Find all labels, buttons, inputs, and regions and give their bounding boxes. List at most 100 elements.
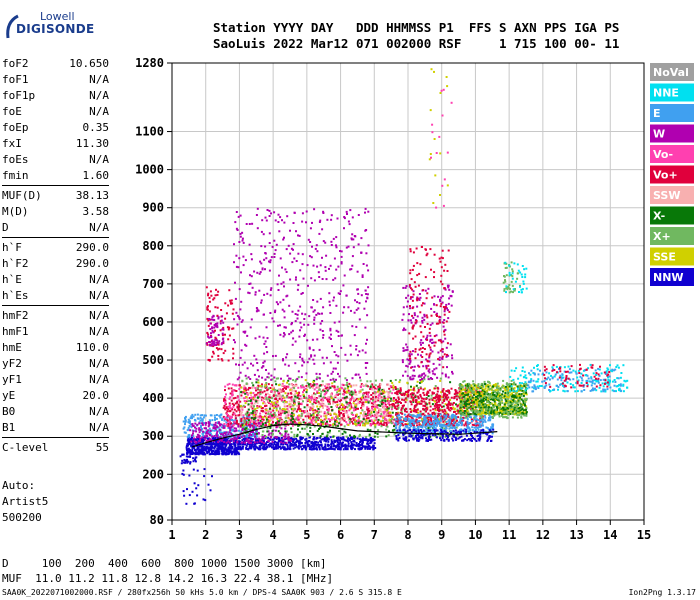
echo-point-nnw bbox=[297, 446, 300, 449]
echo-point-vo+ bbox=[343, 388, 346, 391]
echo-point-e bbox=[192, 415, 195, 418]
echo-point-w bbox=[214, 421, 217, 424]
echo-point-sse bbox=[309, 401, 312, 403]
echo-point-nnw bbox=[286, 447, 289, 450]
echo-point-w bbox=[351, 377, 354, 380]
echo-point-sse bbox=[449, 399, 452, 401]
echo-point-w bbox=[269, 259, 272, 262]
echo-point-vo+ bbox=[334, 396, 337, 398]
echo-point-sse bbox=[272, 403, 275, 406]
echo-point-w bbox=[236, 314, 239, 317]
echo-point-e bbox=[208, 427, 211, 430]
echo-point-ssw bbox=[300, 398, 303, 401]
echo-point-sse bbox=[345, 390, 348, 393]
echo-point-w bbox=[239, 308, 242, 311]
echo-point-w bbox=[300, 326, 303, 329]
echo-point-w bbox=[239, 235, 242, 238]
echo-point-vo+ bbox=[311, 420, 313, 422]
echo-point-vo- bbox=[290, 420, 293, 423]
echo-point-w bbox=[201, 422, 204, 425]
echo-point-vo+ bbox=[359, 397, 362, 400]
echo-point-x+ bbox=[439, 435, 442, 438]
echo-point-sse bbox=[420, 381, 423, 384]
echo-point-x+ bbox=[245, 377, 248, 380]
echo-point-w bbox=[309, 227, 312, 230]
echo-point-w bbox=[258, 421, 261, 424]
echo-point-x- bbox=[334, 420, 337, 423]
echo-point-vo+ bbox=[313, 401, 316, 404]
echo-point-x+ bbox=[273, 411, 276, 414]
echo-point-vo+ bbox=[325, 387, 327, 390]
echo-point-nnw bbox=[316, 444, 319, 447]
echo-point-w bbox=[279, 432, 281, 435]
echo-point-nnw bbox=[238, 447, 241, 450]
echo-point-w bbox=[306, 264, 309, 267]
echo-point-x+ bbox=[265, 420, 268, 422]
echo-point-nnw bbox=[212, 436, 215, 439]
echo-point-ssw bbox=[279, 395, 281, 398]
echo-point-x+ bbox=[380, 379, 383, 382]
echo-point-w bbox=[362, 263, 365, 265]
echo-point-w bbox=[329, 327, 332, 330]
echo-point-x+ bbox=[274, 414, 277, 417]
echo-point-vo+ bbox=[231, 327, 234, 330]
echo-point-vo+ bbox=[394, 407, 397, 409]
echo-point-x+ bbox=[382, 419, 384, 422]
echo-point-sse bbox=[392, 384, 395, 387]
echo-point-w bbox=[236, 378, 239, 381]
echo-point-vo+ bbox=[432, 397, 435, 399]
echo-point-vo+ bbox=[446, 394, 449, 397]
echo-point-w bbox=[209, 322, 212, 325]
echo-point-vo+ bbox=[252, 421, 255, 423]
echo-point-vo- bbox=[224, 396, 227, 398]
echo-point-x+ bbox=[245, 383, 248, 385]
echo-point-w bbox=[205, 431, 208, 434]
echo-point-vo- bbox=[290, 413, 293, 416]
echo-point-nnw bbox=[275, 444, 278, 447]
echo-point-x+ bbox=[293, 433, 296, 436]
echo-point-vo+ bbox=[354, 415, 357, 418]
echo-point-ssw bbox=[312, 405, 315, 408]
echo-point-vo+ bbox=[374, 400, 377, 403]
echo-point-e bbox=[483, 419, 486, 422]
echo-point-w bbox=[321, 256, 323, 259]
echo-point-nnw bbox=[362, 438, 365, 441]
echo-point-vo+ bbox=[230, 299, 233, 302]
echo-point-w bbox=[251, 286, 254, 289]
echo-point-e bbox=[203, 414, 206, 417]
echo-point-vo+ bbox=[216, 306, 219, 309]
echo-point-vo+ bbox=[382, 392, 385, 395]
echo-point-sse bbox=[440, 391, 443, 394]
echo-point-ssw bbox=[329, 393, 332, 396]
echo-point-w bbox=[262, 437, 265, 440]
echo-point-x+ bbox=[275, 377, 278, 380]
echo-point-vo- bbox=[290, 398, 293, 401]
echo-point-w bbox=[213, 344, 216, 347]
echo-point-w bbox=[247, 376, 250, 379]
echo-point-nnw bbox=[216, 449, 219, 452]
echo-point-w bbox=[217, 317, 220, 320]
echo-point-w bbox=[216, 326, 219, 329]
echo-point-x+ bbox=[305, 397, 308, 399]
echo-point-vo+ bbox=[234, 414, 237, 417]
echo-point-w bbox=[208, 421, 211, 424]
echo-point-x+ bbox=[364, 420, 367, 423]
echo-point-x- bbox=[319, 435, 322, 438]
echo-point-x+ bbox=[394, 379, 397, 381]
echo-point-vo+ bbox=[273, 394, 275, 397]
echo-point-e bbox=[478, 430, 481, 433]
echo-point-w bbox=[221, 437, 224, 440]
echo-point-w bbox=[232, 440, 235, 443]
echo-point-nnw bbox=[323, 448, 325, 451]
echo-point-e bbox=[436, 420, 439, 423]
echo-point-ssw bbox=[256, 411, 258, 414]
echo-point-w bbox=[250, 275, 253, 278]
echo-point-e bbox=[395, 424, 398, 427]
echo-point-w bbox=[219, 424, 222, 427]
echo-point-sse bbox=[444, 403, 447, 406]
echo-point-vo- bbox=[232, 389, 235, 392]
echo-point-nnw bbox=[324, 443, 327, 446]
echo-point-w bbox=[338, 375, 341, 378]
echo-point-vo+ bbox=[408, 415, 411, 418]
echo-point-sse bbox=[358, 417, 361, 420]
